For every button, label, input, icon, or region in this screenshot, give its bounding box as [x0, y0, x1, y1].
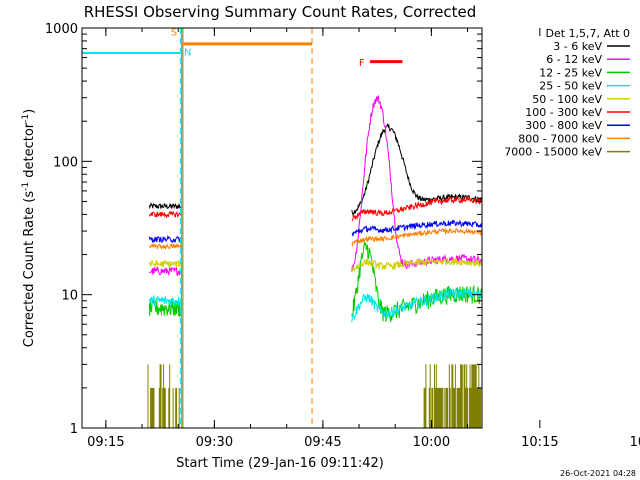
legend-label-3: 25 - 50 keV [539, 80, 602, 93]
plot-frame [81, 27, 483, 429]
series-4-segment-1 [148, 259, 183, 268]
y-axis-label: Corrected Count Rate (s-1 detector-1) [21, 109, 37, 347]
chart-title: RHESSI Observing Summary Count Rates, Co… [84, 3, 477, 21]
generation-timestamp: 26-Oct-2021 04:28 [560, 469, 636, 478]
series-7 [149, 227, 482, 251]
legend-label-0: 3 - 6 keV [553, 40, 602, 53]
series-7-segment-2 [351, 227, 482, 247]
series-5 [148, 195, 482, 221]
series-0 [148, 123, 482, 217]
series-3 [148, 287, 482, 323]
y-axis: 1 10 100 1000 [45, 22, 482, 437]
series-5-segment-1 [148, 210, 182, 219]
legend-label-4: 50 - 100 keV [532, 93, 602, 106]
series-3-segment-2 [351, 287, 482, 323]
series-1-segment-1 [149, 266, 183, 276]
series-1-segment-2 [351, 94, 482, 272]
legend-label-7: 800 - 7000 keV [518, 132, 602, 145]
legend-label-2: 12 - 25 keV [539, 66, 602, 79]
legend-label-6: 300 - 800 keV [525, 119, 602, 132]
y-tick-label-0: 1 [70, 422, 78, 437]
series-4-segment-2 [351, 257, 482, 273]
night-label: N [184, 48, 191, 59]
series-5-segment-2 [351, 195, 482, 221]
x-tick-label-3: 10:00 [413, 435, 450, 450]
series-7000-15000-kev-counts [147, 364, 482, 428]
series-7-segment-1 [149, 242, 183, 251]
y-tick-label-2: 100 [53, 155, 78, 170]
series-0-segment-1 [148, 201, 182, 210]
series-2-segment-2 [351, 240, 482, 323]
legend-label-8: 7000 - 15000 keV [504, 146, 602, 159]
y-tick-label-1: 10 [61, 289, 78, 304]
x-tick-label-5: 10:30 [630, 435, 640, 450]
x-tick-label-4: 10:15 [521, 435, 558, 450]
legend-label-1: 6 - 12 keV [546, 53, 602, 66]
legend-header: Det 1,5,7, Att 0 [546, 27, 630, 40]
flare-label: F [359, 58, 365, 69]
x-tick-label-1: 09:30 [196, 435, 233, 450]
x-tick-label-2: 09:45 [304, 435, 341, 450]
y-tick-label-3: 1000 [45, 22, 78, 37]
series-1 [149, 94, 482, 276]
saa-label: S [171, 27, 177, 38]
series-6 [148, 219, 482, 244]
series-0-segment-2 [351, 123, 482, 217]
series-8 [147, 364, 482, 428]
series-6-segment-1 [148, 234, 183, 244]
annotation-layer: SN F [82, 27, 403, 428]
legend-label-5: 100 - 300 keV [525, 106, 602, 119]
data-layer [147, 94, 482, 428]
series-3-segment-1 [148, 294, 183, 307]
x-axis-label: Start Time (29-Jan-16 09:11:42) [176, 456, 384, 471]
series-4 [148, 257, 482, 273]
x-tick-label-0: 09:15 [87, 435, 124, 450]
series-6-segment-2 [351, 219, 482, 237]
